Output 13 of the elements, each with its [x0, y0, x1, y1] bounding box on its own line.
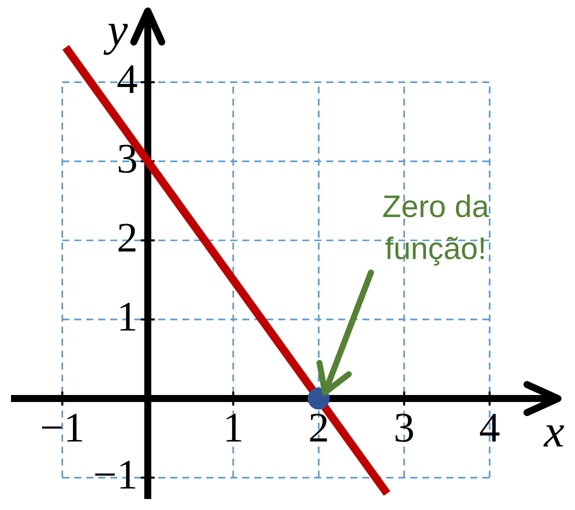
x-axis-title: x	[543, 406, 565, 457]
y-tick-label: −1	[93, 452, 138, 499]
y-tick-label: 1	[116, 294, 138, 340]
y-tick-label: 3	[116, 136, 138, 182]
x-tick-label: 3	[394, 406, 415, 452]
y-tick-label: 4	[116, 57, 138, 104]
x-tick-label: 2	[308, 406, 330, 452]
y-tick-label: 2	[116, 215, 138, 262]
x-tick-label: 4	[479, 406, 500, 452]
x-tick-label: 1	[222, 406, 244, 452]
x-tick-label: −1	[40, 406, 85, 452]
annotation: Zero da função!	[382, 189, 490, 266]
y-axis-title: y	[103, 4, 128, 55]
